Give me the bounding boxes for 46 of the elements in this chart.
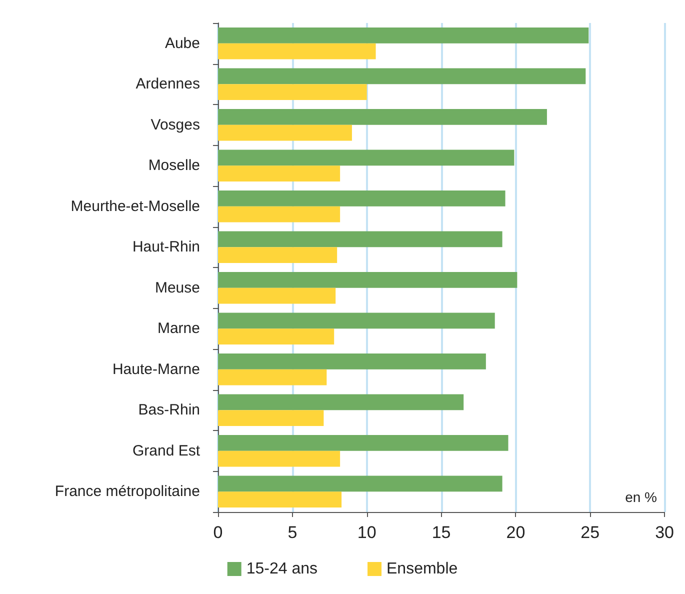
- bar: [218, 108, 547, 125]
- bar: [218, 492, 342, 508]
- y-tick-label: Haut-Rhin: [132, 238, 200, 256]
- y-tick-label: Aube: [164, 34, 200, 52]
- bar: [218, 272, 518, 288]
- legend-label: 15-24 ans: [246, 560, 318, 578]
- x-tick-label: 15: [432, 523, 451, 542]
- bar: [218, 43, 376, 60]
- bar: [218, 124, 352, 141]
- bar: [218, 369, 327, 386]
- x-tick-label: 0: [213, 523, 223, 542]
- bar: [218, 27, 589, 44]
- y-tick-label: Meuse: [154, 279, 200, 296]
- x-tick-label: 25: [580, 523, 600, 542]
- bar: [218, 312, 495, 329]
- y-tick-label: Moselle: [148, 157, 200, 174]
- x-tick-label: 5: [288, 523, 298, 542]
- bar: [218, 353, 486, 370]
- bar: [218, 394, 464, 410]
- bar: [218, 206, 340, 222]
- bar: [218, 476, 502, 492]
- x-tick-label: 30: [655, 523, 674, 542]
- bar: [218, 288, 336, 304]
- y-tick-label: Ardennes: [136, 76, 200, 93]
- y-tick-label: Marne: [157, 320, 200, 338]
- bar: [218, 328, 334, 345]
- annotation: en %: [625, 489, 658, 505]
- bar: [218, 450, 340, 467]
- x-tick-label: 10: [357, 523, 376, 542]
- y-tick-label: Vosges: [150, 116, 200, 134]
- bar: [218, 68, 586, 84]
- bar: [218, 84, 367, 100]
- x-tick-label: 20: [506, 523, 526, 542]
- bar: [218, 247, 338, 264]
- y-tick-label: Bas-Rhin: [138, 402, 200, 419]
- bar: [218, 150, 514, 166]
- bar: [218, 166, 340, 182]
- legend-label: Ensemble: [386, 560, 458, 578]
- bar: [218, 231, 502, 248]
- bar: [218, 410, 324, 426]
- y-tick-label: Grand Est: [132, 442, 201, 460]
- y-tick-label: Haute-Marne: [112, 360, 200, 378]
- y-tick-label: France métropolitaine: [54, 483, 200, 500]
- bar: [218, 434, 508, 451]
- y-tick-label: Meurthe-et-Moselle: [70, 198, 200, 215]
- bar: [218, 190, 506, 206]
